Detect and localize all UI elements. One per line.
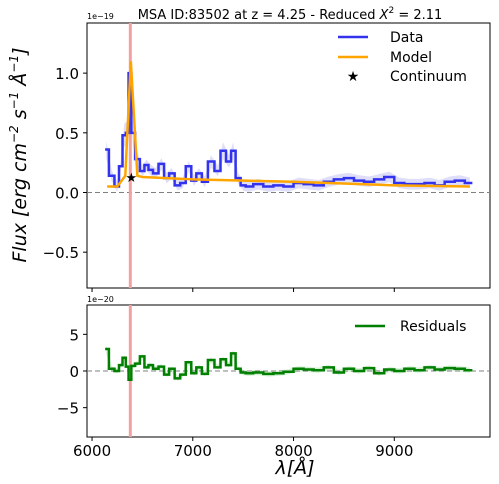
continuum-star-icon: ★ [126,171,138,186]
top-series-model [107,61,470,188]
bottom-scale-label: 1e−20 [87,295,114,304]
legend-continuum-label: Continuum [390,69,467,85]
top-series-data [105,71,473,188]
top-ytick-label: 0.5 [55,125,79,143]
legend-data-label: Data [390,30,423,46]
xtick-label: 9000 [375,442,413,460]
top-plot-frame [86,22,491,289]
xtick-label: 6000 [73,442,111,460]
bottom-panel: 1e−20 −5 0 5 6000 7000 8000 9000 Residuals λ[… [57,288,491,479]
y-axis-label: Flux [erg cm−2 s−1 Å−1] [7,47,31,262]
xtick-label: 7000 [174,442,212,460]
chart-title: MSA ID:83502 at z = 4.25 - Reduced X2 = 2… [138,6,443,23]
bottom-ytick-label: 0 [69,363,79,381]
bottom-uncertainty-band [106,344,470,383]
top-panel: ★ 1e−19 −0.5 0.0 0.5 1.0 Data Model ★ Conti… [7,12,491,289]
top-ytick-label: −0.5 [43,244,79,262]
top-ytick-label: 1.0 [55,65,79,83]
legend-model-label: Model [390,50,432,66]
legend-continuum-star-icon: ★ [347,69,360,85]
xtick-label: 8000 [274,442,312,460]
top-legend: Data Model ★ Continuum [338,30,467,85]
x-axis-label: λ[Å] [274,456,314,479]
top-scale-label: 1e−19 [87,12,114,21]
bottom-ytick-label: 5 [69,326,79,344]
bottom-ytick-label: −5 [57,400,79,418]
bottom-legend: Residuals [355,319,466,335]
legend-residuals-label: Residuals [400,319,466,335]
bottom-series-residuals [105,347,473,382]
top-ytick-label: 0.0 [55,185,79,203]
